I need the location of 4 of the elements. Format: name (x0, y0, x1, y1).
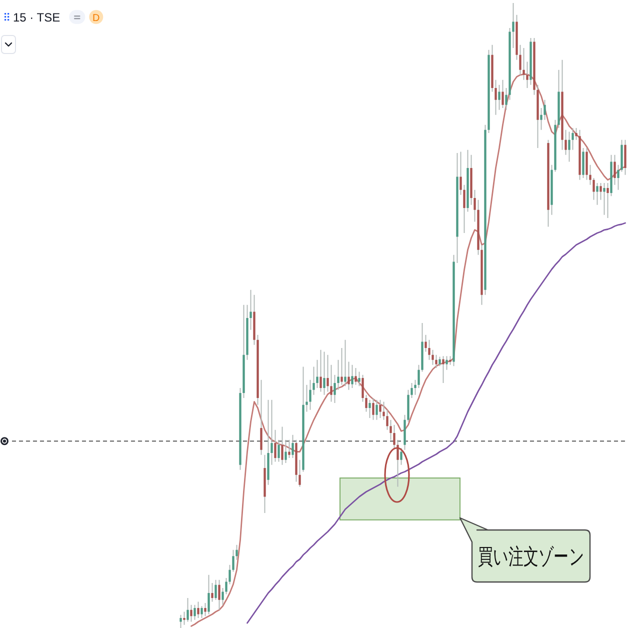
band-label: 買い注文ゾーン (478, 544, 584, 569)
band-callout: 買い注文ゾーン (459, 517, 591, 583)
annotation: D (89, 10, 104, 24)
text: 15 · TSE (13, 10, 60, 24)
